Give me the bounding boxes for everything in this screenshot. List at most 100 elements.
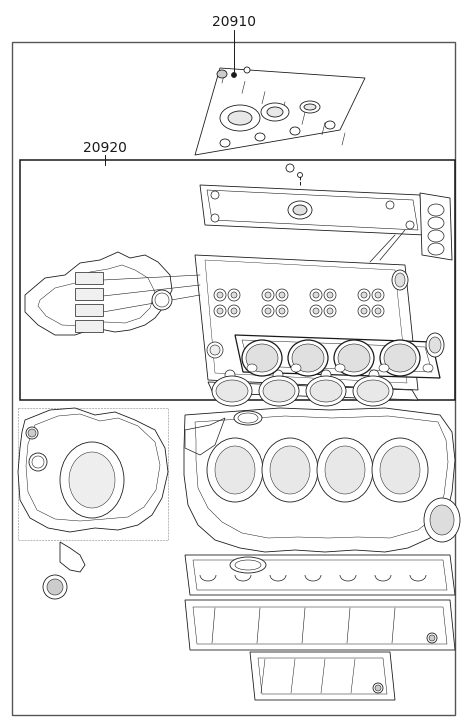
Ellipse shape [372, 289, 384, 301]
Ellipse shape [231, 292, 237, 298]
Ellipse shape [211, 191, 219, 199]
Ellipse shape [379, 364, 389, 372]
Ellipse shape [310, 380, 342, 402]
Ellipse shape [310, 289, 322, 301]
Polygon shape [185, 600, 455, 650]
Ellipse shape [306, 376, 346, 406]
Ellipse shape [207, 438, 263, 502]
Polygon shape [208, 382, 418, 400]
Ellipse shape [286, 164, 294, 172]
Ellipse shape [29, 453, 47, 471]
Polygon shape [420, 193, 452, 260]
Ellipse shape [228, 305, 240, 317]
Ellipse shape [428, 230, 444, 242]
Ellipse shape [220, 139, 230, 147]
Ellipse shape [373, 683, 383, 693]
Ellipse shape [262, 289, 274, 301]
Polygon shape [195, 255, 418, 390]
Ellipse shape [60, 442, 124, 518]
Text: 20910: 20910 [212, 15, 256, 29]
Ellipse shape [231, 308, 237, 314]
Ellipse shape [304, 104, 316, 110]
Ellipse shape [313, 292, 319, 298]
Ellipse shape [276, 289, 288, 301]
Ellipse shape [429, 337, 441, 353]
Ellipse shape [265, 292, 271, 298]
Ellipse shape [324, 289, 336, 301]
Ellipse shape [225, 370, 235, 380]
Ellipse shape [361, 292, 367, 298]
Ellipse shape [335, 364, 345, 372]
Ellipse shape [279, 292, 285, 298]
Ellipse shape [424, 498, 460, 542]
Ellipse shape [265, 308, 271, 314]
Ellipse shape [228, 111, 252, 125]
Ellipse shape [211, 214, 219, 222]
Ellipse shape [358, 305, 370, 317]
Ellipse shape [291, 364, 301, 372]
Polygon shape [25, 252, 172, 335]
Ellipse shape [394, 345, 404, 355]
Polygon shape [18, 408, 168, 532]
Ellipse shape [338, 344, 370, 372]
Ellipse shape [279, 308, 285, 314]
Ellipse shape [276, 305, 288, 317]
Ellipse shape [262, 305, 274, 317]
Ellipse shape [317, 438, 373, 502]
Ellipse shape [395, 273, 405, 287]
Polygon shape [195, 68, 365, 155]
Ellipse shape [234, 411, 262, 425]
Bar [75, 272, 103, 284]
Ellipse shape [430, 505, 454, 535]
Polygon shape [185, 555, 455, 595]
Ellipse shape [375, 308, 381, 314]
Ellipse shape [380, 446, 420, 494]
Bar [75, 288, 103, 300]
Ellipse shape [220, 105, 260, 131]
Polygon shape [184, 408, 455, 552]
Ellipse shape [69, 452, 115, 508]
Ellipse shape [310, 305, 322, 317]
Ellipse shape [242, 340, 282, 376]
Ellipse shape [290, 127, 300, 135]
Bar [20, 160, 455, 400]
Ellipse shape [255, 133, 265, 141]
Ellipse shape [270, 446, 310, 494]
Ellipse shape [217, 292, 223, 298]
Ellipse shape [292, 344, 324, 372]
Ellipse shape [293, 205, 307, 215]
Ellipse shape [256, 345, 266, 355]
Ellipse shape [26, 427, 38, 439]
Ellipse shape [216, 380, 248, 402]
Ellipse shape [228, 289, 240, 301]
Ellipse shape [313, 308, 319, 314]
Ellipse shape [253, 342, 269, 358]
Ellipse shape [427, 633, 437, 643]
Ellipse shape [423, 364, 433, 372]
Ellipse shape [288, 340, 328, 376]
Ellipse shape [361, 308, 367, 314]
Bar [75, 320, 103, 332]
Ellipse shape [380, 340, 420, 376]
Ellipse shape [28, 429, 36, 437]
Ellipse shape [47, 579, 63, 595]
Ellipse shape [299, 342, 315, 358]
Ellipse shape [321, 370, 331, 380]
Ellipse shape [152, 290, 172, 310]
Ellipse shape [429, 635, 435, 641]
Ellipse shape [353, 376, 393, 406]
Ellipse shape [43, 575, 67, 599]
Ellipse shape [273, 370, 283, 380]
Ellipse shape [214, 305, 226, 317]
Ellipse shape [217, 70, 227, 78]
Ellipse shape [386, 201, 394, 209]
Ellipse shape [259, 376, 299, 406]
Ellipse shape [232, 73, 236, 78]
Ellipse shape [246, 344, 278, 372]
Ellipse shape [428, 243, 444, 255]
Ellipse shape [288, 201, 312, 219]
Ellipse shape [215, 446, 255, 494]
Ellipse shape [345, 342, 361, 358]
Ellipse shape [327, 308, 333, 314]
Ellipse shape [207, 342, 223, 358]
